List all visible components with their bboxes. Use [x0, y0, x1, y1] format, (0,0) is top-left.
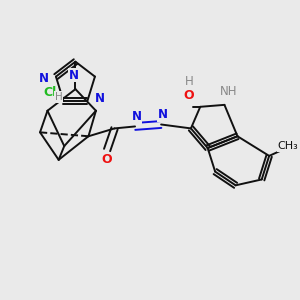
Text: N: N	[69, 69, 79, 82]
Text: H: H	[185, 75, 194, 88]
Text: N: N	[39, 72, 49, 85]
Text: Cl: Cl	[44, 86, 57, 99]
Text: N: N	[132, 110, 142, 123]
Text: O: O	[102, 153, 112, 166]
Text: N: N	[94, 92, 105, 105]
Text: O: O	[184, 88, 194, 101]
Text: N: N	[158, 108, 168, 121]
Text: CH₃: CH₃	[278, 141, 298, 151]
Text: NH: NH	[219, 85, 237, 98]
Text: H: H	[55, 92, 62, 102]
